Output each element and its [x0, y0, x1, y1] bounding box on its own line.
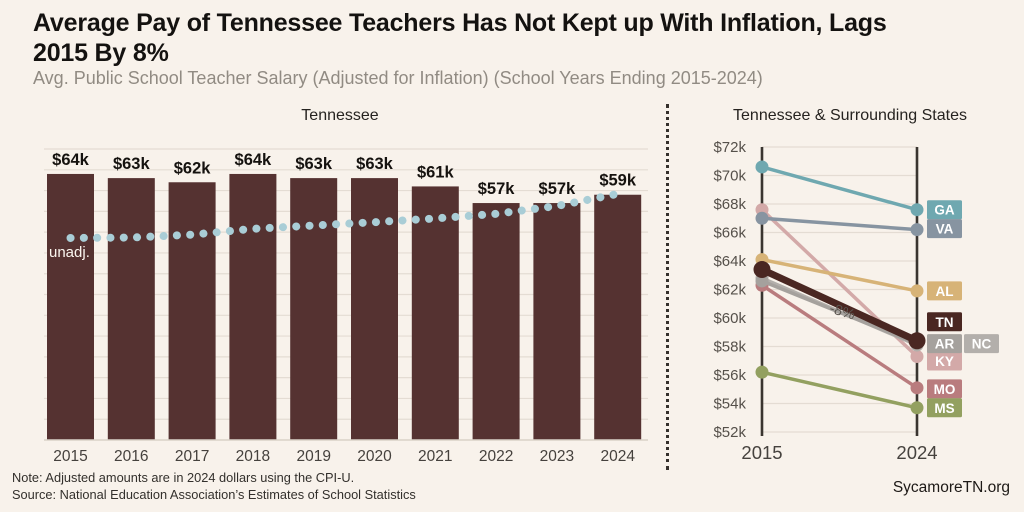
- x-axis-year-label: 2019: [296, 448, 330, 465]
- x-axis-year-label: 2022: [479, 448, 513, 465]
- chart-divider-dotted-line: [666, 104, 669, 470]
- x-axis-year-label: 2020: [357, 448, 392, 465]
- page-subtitle: Avg. Public School Teacher Salary (Adjus…: [33, 68, 763, 88]
- surrounding-states-slope-chart: $72k $70k $68k $66k $64k $62k $60k $58k $56k $54k…: [713, 139, 999, 463]
- x-axis-year-label: 2015: [53, 448, 87, 465]
- bar-value-label: $57k: [539, 180, 577, 198]
- state-badge-label-AL: AL: [936, 284, 954, 299]
- bar-2020: [351, 178, 398, 440]
- state-badge-KY: [927, 351, 962, 371]
- bar-chart-title: Tennessee: [301, 107, 379, 124]
- tennessee-bar-chart: $64k 2015 $63k 2016 $62k 2017 $64k 2018 $63k 2019…: [44, 148, 648, 465]
- state-badge-label-MS: MS: [934, 401, 954, 416]
- dot-2024-GA: [910, 203, 924, 217]
- bar-2018: [229, 173, 277, 440]
- y-tick-label: $64k: [713, 253, 746, 270]
- page-title: Average Pay of Tennessee Teachers Has No…: [33, 8, 993, 68]
- state-badge-VA: [927, 219, 962, 239]
- dot-2024-MS: [910, 401, 924, 415]
- bar-value-label: $63k: [356, 155, 394, 173]
- bar-2019: [290, 178, 338, 440]
- x-axis-year-label: 2024: [600, 448, 635, 465]
- bar-value-label: $64k: [52, 151, 90, 169]
- y-tick-label: $72k: [713, 139, 746, 156]
- state-badge-label-TN: TN: [936, 315, 954, 330]
- state-badge-AR: [927, 334, 962, 354]
- slope-line-VA: [761, 216, 918, 232]
- slope-line-TN: [760, 266, 919, 344]
- slope-line-MO: [761, 283, 918, 390]
- footnote-note: Note: Adjusted amounts are in 2024 dolla…: [12, 470, 355, 485]
- state-badge-GA: [927, 200, 962, 220]
- dot-2024-TN: [908, 332, 926, 350]
- x-axis-year-label: 2023: [540, 448, 574, 465]
- page-title-line2: 2015 By 8%: [33, 39, 169, 67]
- x-axis-year-label: 2016: [114, 448, 148, 465]
- dot-2024-MO: [910, 381, 924, 395]
- state-badge-TN: [927, 312, 962, 332]
- dot-2015-TN: [753, 261, 771, 279]
- dot-2015-AR: [755, 274, 769, 288]
- bar-2021: [411, 186, 459, 440]
- bar-value-label: $63k: [113, 155, 151, 173]
- x-axis-year-label: 2021: [418, 448, 452, 465]
- state-badge-NC: [964, 334, 999, 354]
- state-badge-MS: [927, 398, 962, 418]
- state-badge-label-GA: GA: [934, 203, 955, 218]
- state-badge-label-AR: AR: [935, 337, 955, 352]
- unadjusted-line-label: unadj.: [49, 244, 90, 261]
- annotation-percent-change: -8%: [827, 301, 856, 324]
- state-badge-MO: [927, 379, 962, 399]
- dot-2024-AL: [910, 284, 924, 298]
- bar-2016: [107, 178, 155, 440]
- slope-chart-title: Tennessee & Surrounding States: [733, 107, 967, 124]
- bar-2015: [47, 173, 94, 440]
- branding-url: SycamoreTN.org: [892, 479, 1010, 496]
- y-tick-label: $68k: [713, 196, 746, 213]
- slope-line-GA: [761, 165, 918, 212]
- y-tick-label: $58k: [713, 339, 746, 356]
- unadjusted-dotted-line: [66, 189, 622, 242]
- bar-value-label: $62k: [174, 159, 212, 177]
- x-axis-year-label: 2018: [236, 448, 270, 465]
- page-title-line1: Average Pay of Tennessee Teachers Has No…: [33, 9, 887, 37]
- bar-value-label: $64k: [235, 151, 273, 169]
- slope-line-AL: [761, 257, 918, 293]
- footnote-source: Source: National Education Association’s…: [12, 487, 416, 502]
- state-badge-label-KY: KY: [935, 354, 954, 369]
- x-label-2024: 2024: [896, 442, 937, 463]
- bar-2017: [168, 182, 216, 441]
- bar-value-label: $57k: [478, 180, 516, 198]
- y-tick-label: $70k: [713, 168, 746, 185]
- bar-value-label: $61k: [417, 163, 455, 181]
- bar-2024: [594, 194, 642, 440]
- bar-2022: [472, 203, 520, 440]
- slope-line-MS: [761, 370, 918, 410]
- y-tick-label: $62k: [713, 282, 746, 299]
- y-tick-label: $66k: [713, 225, 746, 242]
- bar-2023: [533, 203, 581, 440]
- y-tick-label: $52k: [713, 424, 746, 441]
- dot-2015-MS: [755, 365, 769, 379]
- state-badge-label-MO: MO: [934, 382, 956, 397]
- y-tick-label: $60k: [713, 310, 746, 327]
- y-tick-label: $56k: [713, 367, 746, 384]
- dot-2015-VA: [755, 211, 769, 225]
- y-tick-label: $54k: [713, 396, 746, 413]
- slope-line-AR: [761, 279, 918, 346]
- dot-2015-GA: [755, 160, 769, 174]
- x-label-2015: 2015: [741, 442, 782, 463]
- x-axis-year-label: 2017: [175, 448, 209, 465]
- bar-value-label: $59k: [599, 172, 637, 190]
- dot-2024-VA: [910, 223, 924, 237]
- state-badge-label-VA: VA: [936, 222, 954, 237]
- dot-2024-KY: [910, 349, 924, 363]
- state-badge-AL: [927, 281, 962, 301]
- state-badge-label-NC: NC: [972, 337, 992, 352]
- bar-value-label: $63k: [295, 155, 333, 173]
